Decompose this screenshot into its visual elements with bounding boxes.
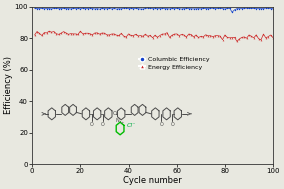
X-axis label: Cycle number: Cycle number [123, 176, 182, 185]
Legend: Columbic Efficiency, Energy Efficiency: Columbic Efficiency, Energy Efficiency [137, 54, 212, 72]
Y-axis label: Efficiency (%): Efficiency (%) [4, 57, 13, 115]
